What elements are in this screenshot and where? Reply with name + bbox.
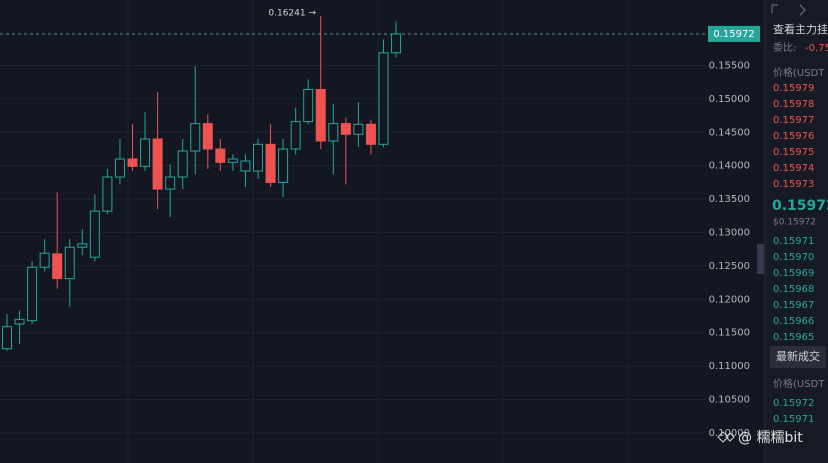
- bid-price: 0.15970: [773, 252, 814, 263]
- trades-button-label[interactable]: 最新成交: [776, 349, 820, 363]
- y-tick-label: 0.10500: [709, 395, 750, 406]
- candle-body: [365, 123, 376, 145]
- ask-price: 0.15975: [773, 147, 814, 158]
- candle-body: [227, 158, 238, 163]
- candle-body: [177, 150, 188, 178]
- candle-body: [27, 266, 38, 322]
- candle-body: [215, 148, 226, 163]
- y-tick-label: 0.14500: [709, 127, 750, 138]
- y-tick-label: 0.11000: [709, 361, 750, 372]
- candle-body: [165, 176, 176, 190]
- candle-body: [102, 176, 113, 212]
- candle-body: [64, 246, 75, 280]
- candle-body: [114, 158, 125, 178]
- y-tick-label: 0.11500: [709, 328, 750, 339]
- ask-price: 0.15978: [773, 99, 814, 110]
- ask-price: 0.15976: [773, 131, 814, 142]
- candle-body: [253, 143, 263, 172]
- y-tick-label: 0.15000: [709, 94, 750, 105]
- panel-icons[interactable]: [771, 4, 806, 16]
- y-tick-label: 0.13500: [709, 194, 750, 205]
- watermark-icon: [717, 431, 735, 443]
- candle-body: [290, 121, 301, 150]
- ask-price: 0.15977: [773, 115, 814, 126]
- ask-price: 0.15974: [773, 163, 814, 174]
- candle-body: [340, 123, 351, 135]
- candle-body: [39, 252, 50, 268]
- candle-body: [240, 160, 251, 172]
- book-title[interactable]: 查看主力挂: [773, 22, 828, 36]
- last-price: 0.15972: [772, 198, 828, 214]
- candle-body: [127, 158, 138, 167]
- y-tick-label: 0.13000: [709, 228, 750, 239]
- candle-body: [77, 243, 88, 248]
- y-tick-label: 0.12000: [709, 294, 750, 305]
- candle-body: [2, 326, 12, 350]
- bid-price: 0.15968: [773, 284, 814, 295]
- trades-button[interactable]: [770, 346, 826, 368]
- candle-body: [265, 143, 276, 183]
- candle-body: [140, 138, 151, 167]
- candle-body: [328, 123, 339, 142]
- high-annotation: 0.16241 →: [268, 8, 316, 18]
- last-price-usd: $0.15972: [773, 218, 816, 228]
- candle-body: [52, 253, 63, 280]
- last-price-tag: [708, 25, 760, 42]
- candle-body: [190, 123, 201, 152]
- candle-body: [89, 210, 100, 258]
- trades-header: 价格(USDT: [773, 377, 825, 390]
- ask-price: 0.15973: [773, 179, 814, 190]
- candle-body: [353, 123, 364, 135]
- bid-price: 0.15971: [773, 236, 814, 247]
- candle-body: [391, 33, 402, 54]
- ask-price: 0.15979: [773, 83, 814, 94]
- collapse-handle[interactable]: [757, 244, 764, 274]
- ratio-label: 委比:: [773, 41, 796, 54]
- bid-price: 0.15967: [773, 300, 814, 311]
- candle-body: [14, 318, 25, 325]
- y-tick-label: 0.14000: [709, 161, 750, 172]
- y-tick-label: 0.15500: [709, 60, 750, 71]
- order-panel: [765, 0, 828, 463]
- price-chart: 0.15500 0.15000 0.14500 0.14000 0.13500 0.130…: [0, 0, 760, 463]
- candle-body: [315, 89, 326, 142]
- bid-price: 0.15969: [773, 268, 814, 279]
- y-tick-label: 0.12500: [709, 261, 750, 272]
- bid-price: 0.15966: [773, 316, 814, 327]
- candle-body: [303, 89, 314, 123]
- ratio-value: -0.75: [805, 43, 828, 54]
- price-header: 价格(USDT: [773, 66, 825, 79]
- bid-price: 0.15965: [773, 332, 814, 343]
- candle-body: [152, 138, 163, 190]
- last-price-label: 0.15972: [713, 29, 754, 40]
- trade-price: 0.15971: [773, 414, 814, 425]
- watermark: @ 糯糯bit: [738, 430, 803, 446]
- candle-body: [278, 148, 289, 183]
- candle-body: [378, 52, 389, 145]
- trade-price: 0.15972: [773, 398, 814, 409]
- candle-body: [202, 123, 213, 150]
